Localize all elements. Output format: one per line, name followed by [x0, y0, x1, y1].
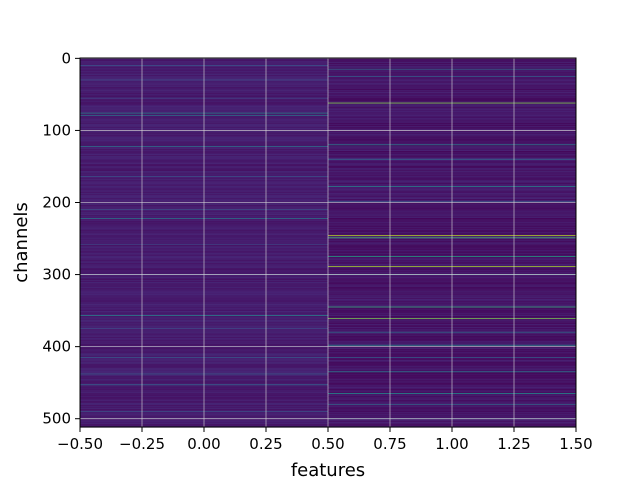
x-tick-label: 0.25 [249, 435, 282, 453]
y-tick-label: 0 [61, 49, 71, 67]
x-tick-label: 1.25 [497, 435, 530, 453]
x-axis: −0.50 −0.25 0.00 0.25 0.50 0.75 1.00 1.25 1.50 [57, 427, 593, 453]
x-tick-label: 0.50 [311, 435, 344, 453]
x-tick-label: −0.50 [57, 435, 103, 453]
x-tick-label: 0.75 [373, 435, 406, 453]
x-tick-label: 0.00 [187, 435, 220, 453]
y-tick-label: 400 [42, 338, 71, 356]
x-tick-label: 1.50 [559, 435, 592, 453]
x-tick-label: −0.25 [119, 435, 165, 453]
y-tick-label: 100 [42, 121, 71, 139]
x-tick-label: 1.00 [435, 435, 468, 453]
y-axis-label: channels [11, 202, 32, 283]
y-axis: 0 100 200 300 400 500 [42, 49, 80, 428]
y-tick-label: 500 [42, 410, 71, 428]
y-tick-label: 300 [42, 266, 71, 284]
x-axis-label: features [291, 460, 365, 480]
y-tick-label: 200 [42, 194, 71, 212]
